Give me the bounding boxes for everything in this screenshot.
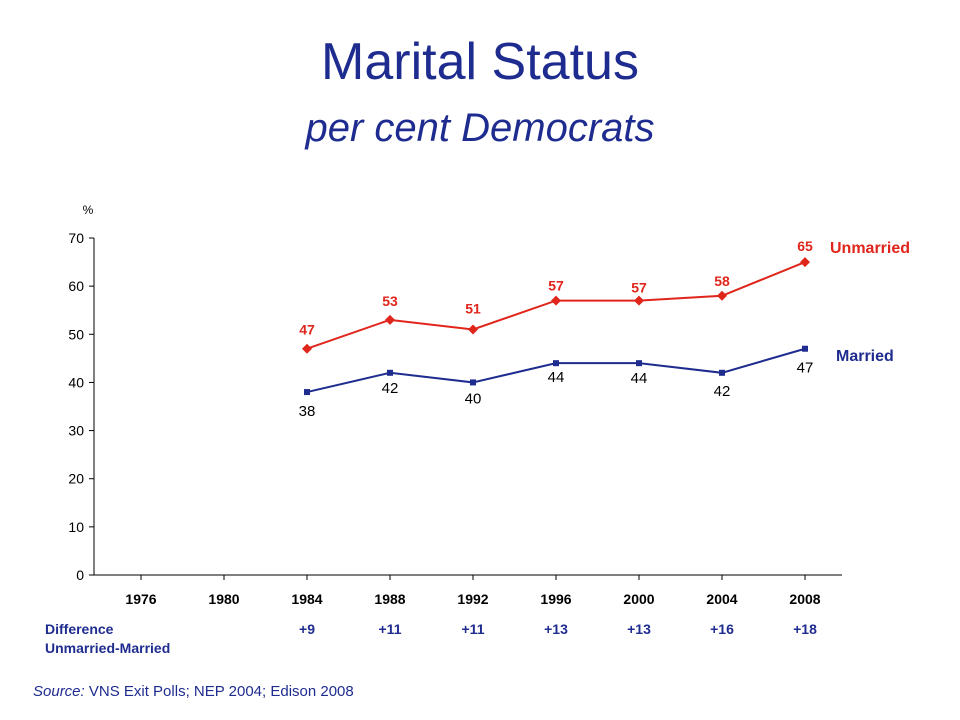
y-tick-label: 0 [76, 567, 84, 583]
difference-value: +18 [793, 621, 817, 637]
data-label-unmarried: 57 [631, 280, 647, 296]
data-point-married [553, 360, 559, 367]
data-point-unmarried [717, 290, 727, 301]
data-label-unmarried: 65 [797, 238, 813, 254]
data-point-unmarried [634, 295, 644, 306]
x-tick-label: 2000 [623, 591, 654, 607]
data-label-married: 42 [382, 380, 399, 397]
x-tick-label: 1996 [540, 591, 571, 607]
y-axis-label: % [83, 203, 94, 217]
difference-label-line1: Difference [45, 621, 114, 637]
data-point-married [719, 369, 725, 376]
y-tick-label: 20 [68, 471, 84, 487]
data-label-unmarried: 51 [465, 300, 481, 316]
data-point-married [387, 369, 393, 376]
data-point-unmarried [302, 343, 312, 354]
data-label-married: 44 [631, 370, 648, 387]
legend-label-married: Married [836, 348, 894, 365]
data-point-married [636, 360, 642, 367]
y-tick-label: 70 [68, 230, 84, 246]
data-point-married [304, 389, 310, 396]
x-tick-label: 1992 [457, 591, 488, 607]
data-label-married: 42 [714, 383, 731, 400]
source-note: Source: VNS Exit Polls; NEP 2004; Edison… [33, 683, 354, 700]
data-label-married: 47 [797, 360, 814, 377]
x-tick-label: 1976 [125, 591, 156, 607]
difference-value: +11 [378, 621, 402, 637]
legend-label-unmarried: Unmarried [830, 240, 910, 257]
x-tick-label: 2008 [789, 591, 820, 607]
data-point-married [802, 345, 808, 352]
y-tick-label: 30 [68, 423, 84, 439]
x-tick-label: 1980 [208, 591, 239, 607]
difference-label: Difference Unmarried-Married [45, 620, 170, 658]
y-tick-label: 10 [68, 519, 84, 535]
chart-subtitle: per cent Democrats [305, 106, 655, 150]
chart-title: Marital Status [321, 33, 639, 91]
data-label-married: 44 [548, 369, 565, 386]
data-label-unmarried: 58 [714, 273, 730, 289]
data-label-unmarried: 57 [548, 278, 564, 294]
x-tick-label: 1984 [291, 591, 322, 607]
data-point-unmarried [551, 295, 561, 306]
difference-value: +11 [461, 621, 485, 637]
data-point-unmarried [468, 324, 478, 335]
data-point-unmarried [385, 314, 395, 325]
difference-value: +16 [710, 621, 734, 637]
difference-value: +9 [299, 621, 315, 637]
y-tick-label: 50 [68, 326, 84, 342]
source-text: VNS Exit Polls; NEP 2004; Edison 2008 [84, 683, 354, 700]
data-label-unmarried: 47 [299, 322, 315, 338]
data-label-married: 38 [299, 403, 316, 420]
data-point-married [470, 379, 476, 386]
y-tick-label: 60 [68, 278, 84, 294]
data-point-unmarried [800, 257, 810, 268]
difference-value: +13 [544, 621, 568, 637]
difference-label-line2: Unmarried-Married [45, 640, 171, 656]
x-tick-label: 2004 [706, 591, 737, 607]
source-label: Source: [33, 683, 85, 700]
data-label-married: 40 [465, 390, 482, 407]
x-tick-label: 1988 [374, 591, 405, 607]
difference-value: +13 [627, 621, 651, 637]
data-label-unmarried: 53 [382, 293, 398, 309]
y-tick-label: 40 [68, 374, 84, 390]
